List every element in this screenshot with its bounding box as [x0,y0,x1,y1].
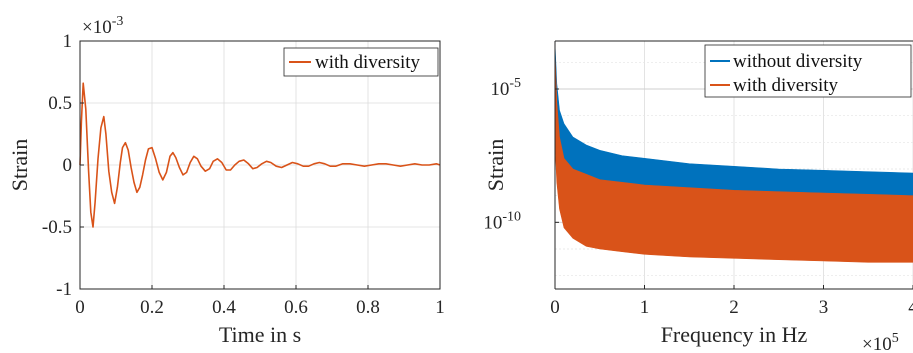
y-tick-label: 10-10 [483,209,521,233]
y-axis-label: Strain [483,139,508,192]
x-tick-label: 0.4 [212,297,236,318]
tick-marks [79,40,441,290]
y-multiplier: ×10-3 [82,14,123,38]
x-tick-label: 0 [75,297,85,318]
x-tick-label: 0.2 [140,297,164,318]
legend-box [283,47,439,77]
y-tick-labels: 10-5 10-10 [483,76,521,233]
y-tick-label: -0.5 [42,217,72,238]
y-axis-label: Strain [7,139,32,192]
x-tick-label: 4 [908,297,913,318]
x-tick-labels: 0 0.2 0.4 0.6 0.8 1 [75,297,445,318]
series-group [554,43,913,263]
series-line-with-diversity [79,82,441,228]
x-tick-label: 1 [640,297,650,318]
y-tick-label: 0.5 [48,93,72,114]
x-axis-label: Frequency in Hz [661,322,808,347]
x-axis-label: Time in s [219,322,301,347]
series-band-with-diversity [554,51,913,263]
series-group [79,82,441,228]
x-tick-label: 3 [819,297,829,318]
legend-box [704,44,912,98]
legend[interactable]: with diversity [283,47,439,77]
x-tick-label: 0.8 [356,297,380,318]
legend[interactable]: without diversity with diversity [704,44,912,98]
legend-label-with-diversity: with diversity [315,52,421,73]
y-tick-labels: 1 0.5 0 -0.5 -1 [42,31,72,300]
legend-label-without-diversity: without diversity [733,51,863,72]
frequency-domain-plot: 0 1 2 3 4 10-5 10-10 Frequency in Hz Strain ×… [483,40,913,353]
y-tick-label: -1 [56,279,72,300]
x-tick-label: 1 [435,297,445,318]
y-tick-label: 10-5 [490,76,521,100]
x-tick-label: 0.6 [284,297,308,318]
x-tick-labels: 0 1 2 3 4 [550,297,913,318]
x-tick-label: 2 [729,297,739,318]
y-tick-label: 0 [63,155,73,176]
y-tick-label: 1 [63,31,73,52]
x-tick-label: 0 [550,297,560,318]
time-domain-plot: 0 0.2 0.4 0.6 0.8 1 1 0.5 0 -0.5 -1 ×10-3 Time in… [7,14,445,347]
legend-label-with-diversity: with diversity [733,75,839,96]
x-multiplier: ×105 [862,331,899,353]
tick-marks [554,88,913,289]
